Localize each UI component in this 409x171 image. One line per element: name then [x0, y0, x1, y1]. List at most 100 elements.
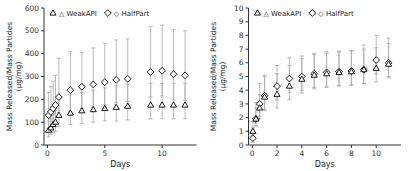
- y-tick-label: 10: [234, 4, 244, 13]
- legend-marker: [254, 10, 260, 15]
- legend-marker: [50, 10, 56, 15]
- error-bar-cap: [53, 75, 57, 76]
- x-tick: [277, 145, 278, 148]
- error-bar-cap: [337, 85, 341, 86]
- point: [361, 66, 367, 71]
- error-bar-cap: [51, 81, 55, 82]
- error-bar-stem: [104, 43, 105, 105]
- point: [249, 135, 256, 142]
- point: [159, 67, 166, 74]
- error-bar-cap: [91, 47, 95, 48]
- error-bar-cap: [258, 83, 262, 84]
- error-bar-cap: [312, 88, 316, 89]
- point: [385, 59, 392, 66]
- y-tick-label: 500: [25, 26, 40, 35]
- y-tick-label: 100: [25, 118, 40, 127]
- error-bar-cap: [387, 76, 391, 77]
- error-bar: [258, 83, 262, 116]
- error-bar-stem: [162, 25, 163, 96]
- x-tick-label: 0: [45, 149, 50, 158]
- error-bar-cap: [103, 121, 107, 122]
- legend-marker: [104, 10, 111, 17]
- error-bar-stem: [259, 83, 260, 116]
- error-bar-cap: [337, 86, 341, 87]
- point: [52, 119, 58, 124]
- point: [113, 77, 120, 84]
- error-bar-stem: [127, 39, 128, 102]
- point: [360, 66, 367, 73]
- x-tick-label: 0: [250, 149, 255, 158]
- error-bar-cap: [172, 29, 176, 30]
- error-bar-cap: [172, 99, 176, 100]
- error-bar-cap: [80, 52, 84, 53]
- point: [274, 83, 281, 90]
- error-bar-cap: [325, 51, 329, 52]
- error-bar-cap: [275, 99, 279, 100]
- point: [253, 116, 260, 123]
- error-bar-cap: [47, 92, 51, 93]
- point: [67, 110, 73, 115]
- error-bar-cap: [387, 38, 391, 39]
- error-bar: [387, 38, 391, 76]
- error-bar-stem: [116, 40, 117, 103]
- point: [113, 104, 119, 109]
- error-bar-cap: [275, 65, 279, 66]
- error-bar: [80, 53, 84, 109]
- point: [124, 75, 131, 82]
- error-bar-cap: [374, 81, 378, 82]
- error-bar-cap: [68, 124, 72, 125]
- plot-area: [249, 35, 392, 142]
- error-bar-cap: [287, 58, 291, 59]
- x-tick: [326, 145, 327, 148]
- point: [257, 105, 263, 110]
- error-bar-cap: [172, 118, 176, 119]
- y-tick: [41, 122, 44, 123]
- x-axis-line: [44, 145, 197, 146]
- y-axis-label-line: Mass Released/Mass Partides: [5, 22, 14, 131]
- error-bar-cap: [362, 83, 366, 84]
- panel: 01002003004005006000510DaysMass Released…: [5, 4, 197, 169]
- y-tick: [41, 8, 44, 9]
- x-tick-label: 4: [299, 149, 304, 158]
- error-bar-cap: [57, 58, 61, 59]
- error-bar-cap: [53, 131, 57, 132]
- y-tick-label: 400: [25, 49, 40, 58]
- legend-item: △ WeakAPI: [50, 10, 97, 18]
- error-bar-cap: [160, 95, 164, 96]
- error-bar-cap: [68, 51, 72, 52]
- x-tick: [162, 145, 163, 148]
- point: [52, 102, 59, 109]
- error-bar-cap: [287, 92, 291, 93]
- error-bar-stem: [363, 45, 364, 83]
- error-bar-cap: [300, 55, 304, 56]
- legend-item: ◇ HalfPart: [104, 10, 149, 18]
- point: [299, 76, 305, 81]
- error-bar-cap: [126, 101, 130, 102]
- error-bar-stem: [150, 26, 151, 97]
- y-tick: [246, 76, 249, 77]
- y-tick: [246, 90, 249, 91]
- point: [373, 65, 379, 70]
- error-bar-cap: [183, 100, 187, 101]
- legend-label: △ WeakAPI: [264, 10, 302, 18]
- y-tick-label: 600: [25, 4, 40, 13]
- y-tick-label: 8: [239, 31, 244, 40]
- error-bar-cap: [160, 118, 164, 119]
- error-bar-cap: [387, 77, 391, 78]
- y-tick-label: 0: [34, 141, 39, 150]
- error-bar-stem: [185, 31, 186, 101]
- x-tick-label: 10: [371, 149, 381, 158]
- error-bar-cap: [312, 87, 316, 88]
- error-bar-cap: [263, 75, 267, 76]
- error-bar-cap: [374, 73, 378, 74]
- y-tick: [246, 8, 249, 9]
- y-axis-label-line: (μg/mg): [14, 61, 23, 91]
- error-bar-stem: [70, 51, 71, 112]
- error-bar-cap: [49, 134, 53, 135]
- error-bar-stem: [173, 30, 174, 100]
- y-tick: [246, 145, 249, 146]
- error-bar: [183, 31, 187, 101]
- point: [78, 83, 85, 90]
- point: [323, 69, 330, 76]
- legend-label: ◇ HalfPart: [114, 10, 150, 18]
